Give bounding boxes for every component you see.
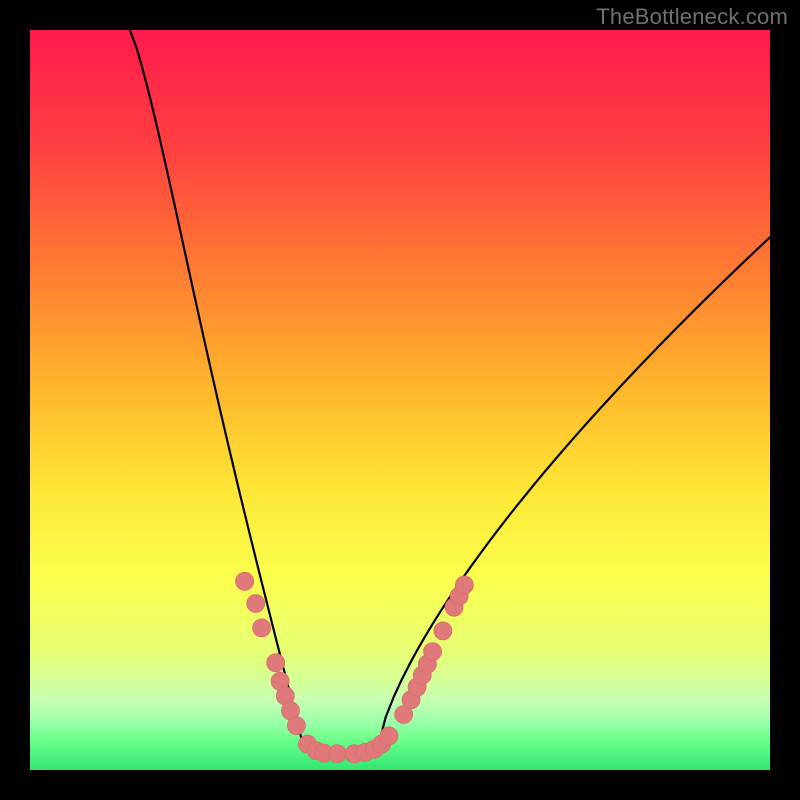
watermark-text: TheBottleneck.com: [596, 4, 788, 30]
marker-point: [236, 572, 254, 590]
marker-point: [247, 595, 265, 613]
plot-background: [30, 30, 770, 770]
marker-point: [253, 619, 271, 637]
marker-point: [287, 717, 305, 735]
marker-point: [380, 727, 398, 745]
marker-point: [424, 643, 442, 661]
chart-canvas: TheBottleneck.com: [0, 0, 800, 800]
marker-point: [434, 622, 452, 640]
marker-point: [455, 576, 473, 594]
marker-point: [267, 654, 285, 672]
chart-svg: [0, 0, 800, 800]
marker-point: [328, 745, 346, 763]
